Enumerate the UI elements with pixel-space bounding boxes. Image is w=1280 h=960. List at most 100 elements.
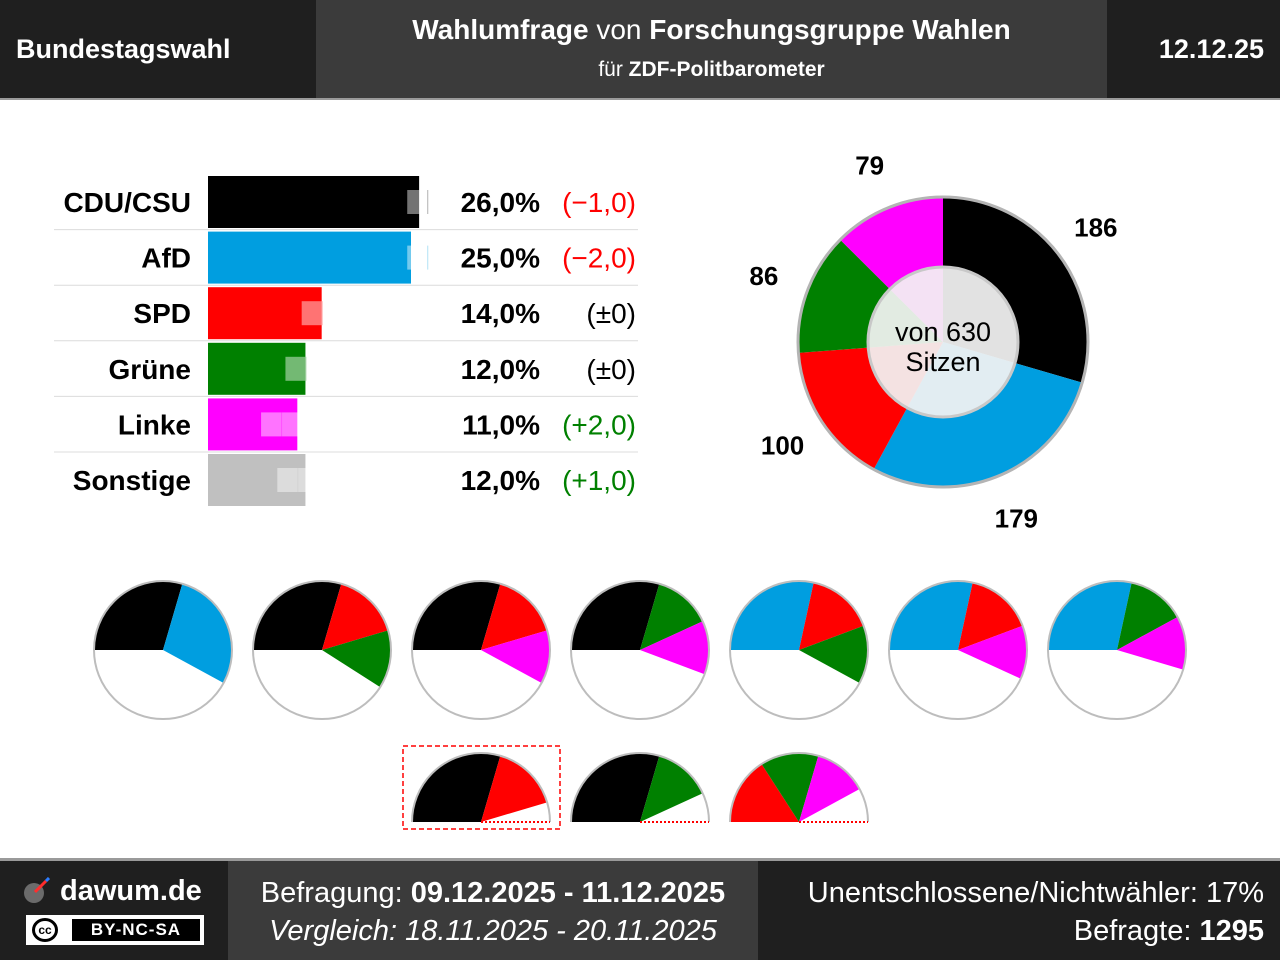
coalition-outline	[1047, 580, 1187, 720]
bar-gruene	[208, 342, 306, 395]
coalition-slice-spd	[730, 764, 799, 822]
coalition-slice-spd	[322, 583, 389, 650]
seat-label-gruene: 86	[749, 261, 778, 291]
change-label-cdu-csu: (−1,0)	[562, 187, 636, 218]
license-label: BY-NC-SA	[72, 919, 200, 941]
footer-stats: Unentschlossene/Nichtwähler: 17% Befragt…	[758, 861, 1280, 960]
previous-marker-cdu-csu	[407, 190, 448, 214]
previous-marker-line-cdu-csu	[427, 190, 429, 214]
coalition-outline	[93, 580, 233, 720]
seat-label-linke: 79	[855, 151, 884, 181]
pollster-name: Forschungsgruppe Wahlen	[649, 14, 1011, 45]
previous-marker-line-gruene	[305, 356, 307, 381]
donut-center-line1: von 630	[895, 317, 991, 347]
compare-period-line: Vergleich: 18.11.2025 - 20.11.2025	[228, 915, 758, 948]
value-label-cdu-csu: 26,0%	[461, 187, 540, 218]
party-label-afd: AfD	[141, 243, 191, 274]
seat-label-afd: 179	[995, 503, 1038, 533]
license-badge[interactable]: cc BY-NC-SA	[26, 915, 204, 945]
coalition-chart	[93, 580, 1187, 830]
subtitle: für ZDF-Politbarometer	[316, 58, 1107, 82]
header: Bundestagswahl Wahlumfrage von Forschung…	[0, 0, 1280, 98]
subtitle-part1: für	[598, 58, 623, 81]
party-label-linke: Linke	[118, 409, 191, 440]
value-label-sonstige: 12,0%	[461, 465, 540, 496]
party-label-spd: SPD	[133, 298, 191, 329]
coalition-slice-spd	[481, 583, 548, 650]
coalition-slice-cdu-csu	[412, 581, 501, 650]
seat-label-cdu-csu: 186	[1074, 212, 1117, 242]
bar-sonstige	[208, 454, 306, 506]
coalition-slice-cdu-csu	[571, 753, 660, 822]
respondents-line: Befragte: 1295	[1074, 915, 1264, 948]
value-label-spd: 14,0%	[461, 298, 540, 329]
previous-marker-line-afd	[427, 245, 429, 270]
coalition-slice-linke	[958, 625, 1028, 679]
value-label-gruene: 12,0%	[461, 354, 540, 385]
undecided-label: Unentschlossene/Nichtwähler:	[807, 877, 1198, 909]
brand-name[interactable]: dawum.de	[60, 875, 202, 907]
coalition-slice-cdu-csu	[94, 581, 183, 650]
party-label-sonstige: Sonstige	[73, 465, 191, 496]
undecided-value: 17%	[1205, 877, 1264, 909]
donut-center	[866, 265, 1020, 419]
coalition-outline	[570, 580, 710, 720]
party-label-cdu-csu: CDU/CSU	[63, 187, 191, 218]
previous-marker-line-linke	[281, 412, 283, 437]
coalition-outline	[729, 580, 869, 720]
previous-marker-spd	[301, 301, 342, 326]
value-label-afd: 25,0%	[461, 243, 540, 274]
donut-outline	[796, 195, 1090, 489]
coalition-slice-gruene	[1117, 582, 1178, 650]
coalition-slice-spd	[481, 755, 548, 822]
bar-afd	[208, 231, 411, 284]
compare-period: 18.11.2025 - 20.11.2025	[405, 915, 717, 947]
coalition-slice-linke	[640, 621, 710, 675]
coalition-slice-linke	[799, 755, 860, 822]
title-part2: von	[596, 14, 642, 45]
previous-marker-sonstige	[277, 468, 318, 492]
publish-date: 12.12.25	[1107, 0, 1280, 98]
party-label-gruene: Grüne	[109, 354, 191, 385]
coalition-slice-gruene	[761, 753, 819, 822]
title: Wahlumfrage von Forschungsgruppe Wahlen	[316, 14, 1107, 46]
coalition-slice-linke	[481, 630, 551, 683]
client-name: ZDF-Politbarometer	[628, 58, 825, 81]
seat-label-spd: 100	[761, 431, 804, 461]
bar-spd	[208, 287, 322, 340]
coalition-slice-gruene	[322, 630, 391, 688]
donut-center-line2: Sitzen	[905, 347, 980, 377]
undecided-line: Unentschlossene/Nichtwähler: 17%	[808, 877, 1264, 910]
compare-label: Vergleich:	[269, 915, 398, 947]
previous-marker-line-sonstige	[297, 468, 299, 492]
coalition-slice-afd	[163, 583, 232, 683]
cc-icon: cc	[32, 918, 58, 942]
coalition-slice-gruene	[799, 625, 868, 683]
title-part1: Wahlumfrage	[412, 14, 589, 45]
change-label-gruene: (±0)	[586, 354, 636, 385]
value-label-linke: 11,0%	[462, 409, 540, 440]
change-label-spd: (±0)	[586, 298, 636, 329]
coalition-outline	[411, 580, 551, 720]
coalition-outline	[729, 752, 869, 823]
previous-marker-gruene	[285, 356, 326, 381]
coalition-slice-afd	[1048, 581, 1132, 650]
dart-logo-icon	[24, 877, 50, 903]
respondents-value: 1295	[1199, 915, 1264, 947]
previous-marker-linke	[261, 412, 302, 437]
previous-marker-afd	[407, 245, 448, 270]
footer-brand: dawum.de cc BY-NC-SA	[0, 861, 228, 960]
coalition-outline	[570, 752, 710, 823]
coalition-outline	[252, 580, 392, 720]
coalition-slice-afd	[730, 581, 814, 650]
footer-periods: Befragung: 09.12.2025 - 11.12.2025 Vergl…	[228, 861, 758, 960]
coalition-slice-afd	[889, 581, 973, 650]
coalition-slice-spd	[958, 582, 1023, 650]
coalition-outline	[888, 580, 1028, 720]
header-divider	[0, 98, 1280, 100]
coalition-slice-cdu-csu	[412, 753, 501, 822]
election-type: Bundestagswahl	[0, 0, 316, 98]
change-label-afd: (−2,0)	[562, 243, 636, 274]
title-block: Wahlumfrage von Forschungsgruppe Wahlen …	[316, 0, 1107, 98]
